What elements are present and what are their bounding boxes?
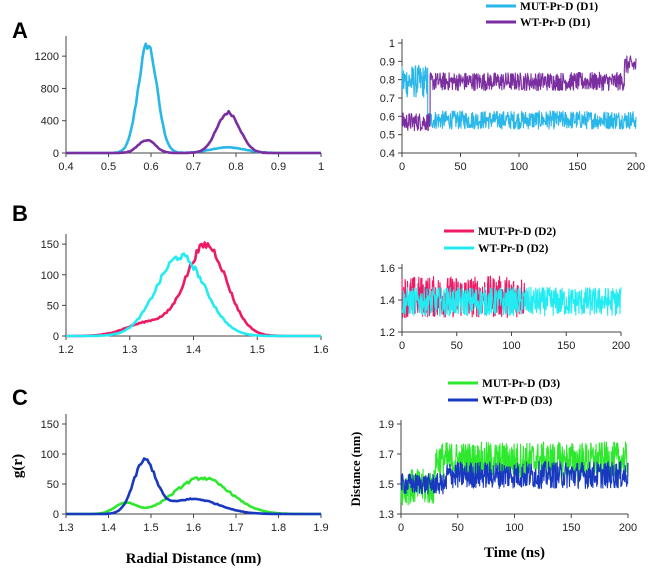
series-line-1 xyxy=(401,286,622,317)
x-tick-label: 100 xyxy=(502,340,520,352)
series-line-0 xyxy=(66,476,321,516)
panel-b-time: 0 50 100 150 200 1.2 1.4 1.6 MUT-Pr-D (D2) WT-Pr-… xyxy=(380,226,630,352)
x-tick-label: 0.6 xyxy=(143,161,158,173)
legend-label: WT-Pr-D (D2) xyxy=(478,243,549,255)
y-tick-label: 1.4 xyxy=(380,295,395,307)
y-tick-label: 1.2 xyxy=(380,327,395,339)
x-tick-label: 0.9 xyxy=(271,161,286,173)
y-tick-label: 150 xyxy=(41,419,59,431)
x-tick-label: 0.4 xyxy=(58,161,73,173)
x-axis-title: Time (ns) xyxy=(484,545,545,561)
x-tick-label: 1.4 xyxy=(101,522,116,534)
y-tick-label: 0 xyxy=(53,148,59,160)
x-tick-label: 1.6 xyxy=(186,522,201,534)
x-tick-label: 1.8 xyxy=(271,522,286,534)
series-line-1 xyxy=(66,252,321,338)
x-tick-label: 1.4 xyxy=(186,344,201,356)
x-tick-label: 0.7 xyxy=(186,161,201,173)
y-tick-label: 1.9 xyxy=(379,419,394,431)
x-tick-label: 1 xyxy=(318,161,324,173)
x-tick-label: 1.9 xyxy=(313,522,328,534)
y-tick-label: 50 xyxy=(47,479,59,491)
x-tick-label: 0 xyxy=(399,340,405,352)
x-tick-label: 100 xyxy=(505,522,523,534)
x-tick-label: 1.5 xyxy=(250,344,265,356)
x-tick-label: 0.8 xyxy=(228,161,243,173)
panel-b: 1.2 1.3 1.4 1.5 1.6 0 50 100 150 xyxy=(41,234,329,356)
y-tick-label: 1.7 xyxy=(379,449,394,461)
y-tick-label: 0.8 xyxy=(380,75,395,87)
y-tick-label: 0.5 xyxy=(380,130,395,142)
x-tick-label: 1.5 xyxy=(143,522,158,534)
y-tick-label: 1.5 xyxy=(379,479,394,491)
series-line-1 xyxy=(66,457,321,516)
x-axis-title: Radial Distance (nm) xyxy=(126,551,262,567)
x-tick-label: 200 xyxy=(612,340,630,352)
panel-a: 0.4 0.5 0.6 0.7 0.8 0.9 1 0 400 800 1200 xyxy=(35,36,324,173)
panel-c-time: 0 50 100 150 200 1.3 1.5 1.7 1.9 MUT-Pr-D (D3) WT-… xyxy=(349,378,637,561)
y-tick-label: 50 xyxy=(47,300,59,312)
y-tick-label: 1200 xyxy=(35,51,59,63)
x-tick-label: 50 xyxy=(451,340,463,352)
y-tick-label: 0 xyxy=(53,331,59,343)
x-tick-label: 1.6 xyxy=(313,344,328,356)
y-tick-label: 400 xyxy=(41,116,59,128)
legend-label: MUT-Pr-D (D1) xyxy=(520,1,598,13)
series-line-1 xyxy=(66,109,321,155)
y-tick-label: 150 xyxy=(41,239,59,251)
x-tick-label: 50 xyxy=(452,522,464,534)
x-tick-label: 50 xyxy=(454,161,466,173)
x-tick-label: 150 xyxy=(568,161,586,173)
y-tick-label: 0.9 xyxy=(380,56,395,68)
x-tick-label: 0 xyxy=(398,522,404,534)
legend-label: MUT-Pr-D (D2) xyxy=(478,226,556,238)
x-tick-label: 1.2 xyxy=(58,344,73,356)
y-tick-label: 0.6 xyxy=(380,111,395,123)
y-tick-label: 1.3 xyxy=(379,509,394,521)
x-tick-label: 0 xyxy=(399,161,405,173)
y-tick-label: 0.7 xyxy=(380,93,395,105)
series-line-1 xyxy=(400,460,629,495)
x-tick-label: 200 xyxy=(627,161,645,173)
y-tick-label: 0 xyxy=(53,509,59,521)
x-tick-label: 200 xyxy=(619,522,637,534)
legend-label: WT-Pr-D (D1) xyxy=(520,17,591,29)
panel-a-time: 0 50 100 150 200 0.4 0.5 0.6 0.7 0.8 0.9 1 MUT-Pr-D … xyxy=(380,1,645,173)
y-tick-label: 100 xyxy=(41,449,59,461)
legend-label: MUT-Pr-D (D3) xyxy=(482,378,560,390)
x-tick-label: 100 xyxy=(510,161,528,173)
y-axis-title: g(r) xyxy=(10,454,26,478)
panel-label-c: C xyxy=(12,385,28,410)
y-tick-label: 1 xyxy=(389,38,395,50)
x-tick-label: 1.7 xyxy=(228,522,243,534)
x-tick-label: 150 xyxy=(562,522,580,534)
y-tick-label: 0.4 xyxy=(380,148,395,160)
panel-c: 1.3 1.4 1.5 1.6 1.7 1.8 1.9 0 50 100 150 Radial Dis… xyxy=(10,414,329,567)
panel-label-b: B xyxy=(12,201,28,226)
series-line-0 xyxy=(401,64,637,130)
x-tick-label: 150 xyxy=(557,340,575,352)
y-tick-label: 100 xyxy=(41,270,59,282)
x-tick-label: 1.3 xyxy=(122,344,137,356)
series-line-0 xyxy=(66,241,321,338)
x-tick-label: 0.5 xyxy=(101,161,116,173)
x-tick-label: 1.3 xyxy=(58,522,73,534)
legend-label: WT-Pr-D (D3) xyxy=(482,395,553,407)
y-tick-label: 800 xyxy=(41,83,59,95)
y-axis-title: Distance (nm) xyxy=(349,432,363,507)
series-line-0 xyxy=(66,42,321,155)
series-line-1 xyxy=(401,55,637,132)
panel-label-a: A xyxy=(12,18,28,43)
y-tick-label: 1.6 xyxy=(380,263,395,275)
